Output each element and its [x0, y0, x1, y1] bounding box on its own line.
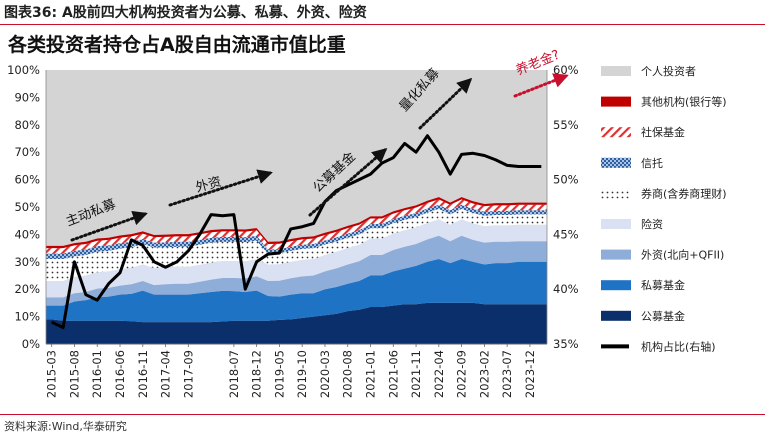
legend-swatch: [601, 127, 631, 138]
legend-label: 私募基金: [641, 278, 685, 292]
legend-swatch: [601, 249, 631, 260]
legend-label: 其他机构(银行等): [641, 95, 727, 109]
line-series: [51, 134, 542, 330]
legend-swatch: [601, 96, 631, 107]
legend-label: 个人投资者: [641, 64, 696, 78]
area-0: [46, 302, 547, 344]
annotation-label: 外资: [194, 175, 223, 196]
legend-label: 信托: [641, 156, 663, 170]
annotation-arrow: [513, 73, 569, 98]
legend-item: 信托: [601, 156, 663, 170]
x-tick-label: 2023-07: [500, 350, 514, 398]
x-tick-label: 2020-03: [318, 350, 332, 398]
legend-label: 险资: [641, 217, 663, 231]
legend-label: 机构占比(右轴): [641, 339, 716, 353]
area-1: [46, 259, 547, 323]
y-right-tick-label: 35%: [553, 337, 579, 351]
legend-label: 社保基金: [641, 125, 685, 139]
legend-swatch: [601, 157, 631, 168]
legend-label: 券商(含券商理财): [641, 186, 727, 200]
y-left-tick-label: 70%: [14, 145, 40, 159]
x-tick-label: 2017-09: [181, 350, 195, 398]
area-6: [46, 199, 547, 254]
annotation-arrow: [418, 77, 473, 130]
y-left-tick-label: 0%: [22, 337, 40, 351]
legend-item: 个人投资者: [601, 64, 696, 78]
y-left-tick-label: 50%: [14, 200, 40, 214]
x-tick-label: 2019-10: [295, 350, 309, 398]
x-tick-label: 2023-02: [477, 350, 491, 398]
legend-swatch: [601, 66, 631, 76]
y-left-tick-label: 90%: [14, 90, 40, 104]
legend-label: 外资(北向+QFII): [641, 248, 724, 262]
legend-swatch: [601, 310, 631, 321]
y-left-tick-label: 100%: [7, 63, 40, 77]
source-note: 资料来源:Wind,华泰研究: [4, 420, 127, 433]
annotation-arrow: [70, 210, 148, 242]
axes: 0% 10% 20% 30% 40% 50% 60% 70% 80% 90% 100% 35% 40% 4…: [7, 63, 579, 398]
figure-label: 图表36:: [4, 5, 58, 21]
x-tick-label: 2022-09: [455, 350, 469, 398]
x-tick-label: 2016-01: [90, 350, 104, 398]
legend-item: 社保基金: [601, 125, 685, 139]
legend-item: 公募基金: [601, 309, 685, 323]
legend-item: 外资(北向+QFII): [601, 248, 724, 262]
chart-title: 各类投资者持仓占A股自由流通市值比重: [8, 34, 346, 56]
institution-share-line: [51, 134, 542, 330]
y-right-tick-label: 40%: [553, 282, 579, 296]
y-left-tick-label: 60%: [14, 173, 40, 187]
y-left-tick-label: 30%: [14, 255, 40, 269]
x-tick-label: 2017-04: [159, 350, 173, 398]
area-5: [46, 204, 547, 260]
legend-item: 私募基金: [601, 278, 685, 292]
legend-swatch: [601, 188, 631, 199]
legend-item: 机构占比(右轴): [601, 339, 716, 353]
x-tick-label: 2019-05: [272, 350, 286, 398]
figure-title: 图表36: A股前四大机构投资者为公募、私募、外资、险资: [4, 2, 367, 22]
area-7: [46, 197, 547, 249]
y-right-tick-label: 45%: [553, 227, 579, 241]
legend-swatch: [601, 219, 631, 229]
figure-heading: A股前四大机构投资者为公募、私募、外资、险资: [61, 5, 367, 21]
x-tick-label: 2016-06: [113, 350, 127, 398]
legend-item: 险资: [601, 217, 663, 231]
area-3: [46, 219, 547, 298]
y-right-tick-label: 55%: [553, 118, 579, 132]
x-tick-label: 2021-01: [364, 350, 378, 398]
legend-swatch: [601, 280, 631, 291]
top-rule: [0, 24, 765, 25]
x-tick-label: 2018-12: [250, 350, 264, 398]
y-right-tick-label: 50%: [553, 173, 579, 187]
y-left-tick-label: 40%: [14, 227, 40, 241]
x-tick-label: 2022-04: [432, 350, 446, 398]
legend-item: 其他机构(银行等): [601, 95, 727, 109]
x-tick-label: 2020-08: [341, 350, 355, 398]
x-tick-label: 2015-03: [45, 350, 59, 398]
x-tick-label: 2021-11: [409, 350, 423, 398]
x-tick-label: 2023-12: [523, 350, 537, 398]
legend-label: 公募基金: [641, 309, 685, 323]
area-2: [46, 235, 547, 306]
bottom-rule: [0, 414, 765, 415]
y-left-tick-label: 10%: [14, 310, 40, 324]
x-tick-label: 2015-08: [67, 350, 81, 398]
y-left-tick-label: 20%: [14, 282, 40, 296]
legend-item: 券商(含券商理财): [601, 186, 727, 200]
x-tick-label: 2016-11: [136, 350, 150, 398]
x-tick-label: 2021-06: [386, 350, 400, 398]
x-tick-label: 2018-07: [227, 350, 241, 398]
stacked-areas: [46, 70, 547, 344]
annotation-arrow: [168, 169, 273, 207]
annotation-arrow: [308, 148, 388, 217]
y-left-tick-label: 80%: [14, 118, 40, 132]
